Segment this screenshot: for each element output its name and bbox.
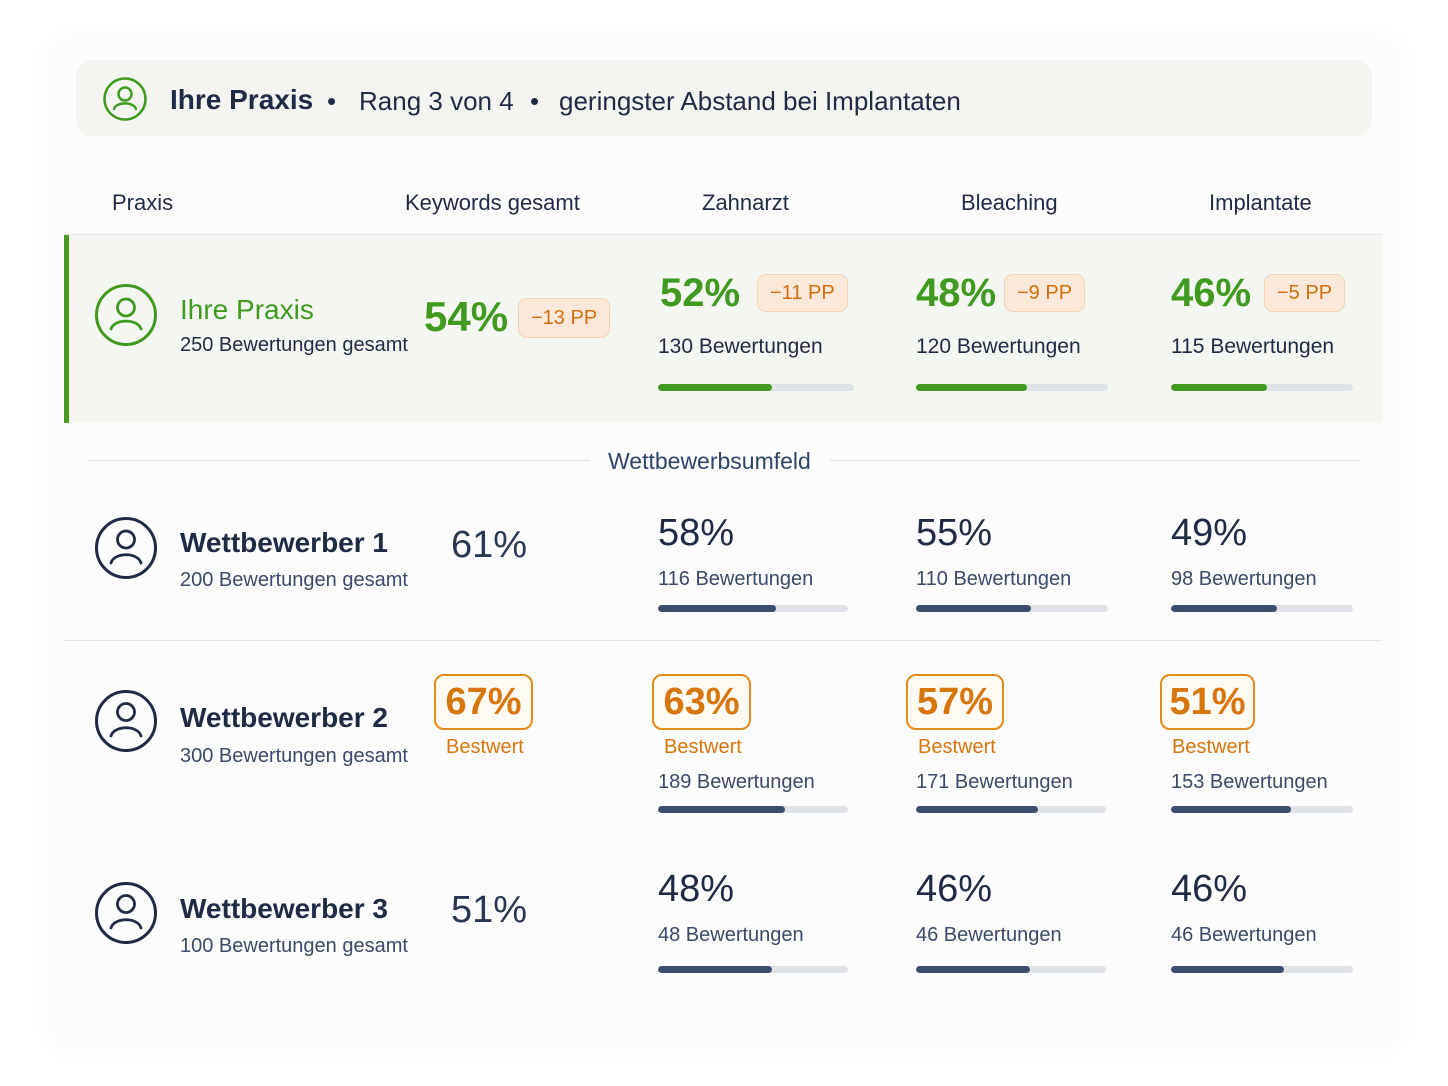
competitor-2-name: Wettbewerber 2 <box>180 702 388 733</box>
own-bleaching-gap-badge: −9 PP <box>1004 274 1086 312</box>
progress-fill <box>658 605 776 612</box>
competitor-1-bleaching-value: 55% <box>916 512 993 554</box>
competitor-1-implantate-progress-bar <box>1171 605 1353 612</box>
competitor-2-zahnarzt-progress-bar <box>658 806 848 813</box>
banner-note: geringster Abstand bei Implantaten <box>559 86 961 116</box>
progress-fill <box>1171 806 1292 813</box>
competitor-2-zahnarzt-best-value: 63% <box>652 674 751 730</box>
banner-rank: Rang 3 von 4 <box>359 86 514 116</box>
competitor-2-total-reviews: 300 Bewertungen gesamt <box>180 745 408 767</box>
competitor-1-implantate-value: 49% <box>1171 512 1248 554</box>
avatar-icon <box>94 514 158 582</box>
header-divider <box>64 234 1382 235</box>
progress-fill <box>658 966 772 973</box>
own-practice-name: Ihre Praxis <box>180 294 314 325</box>
competitor-2-bleaching-best-value: 57% <box>906 674 1004 730</box>
competitor-3-zahnarzt-reviews: 48 Bewertungen <box>658 924 804 946</box>
progress-fill <box>916 966 1030 973</box>
competitor-1-zahnarzt-reviews: 116 Bewertungen <box>658 568 814 590</box>
progress-fill <box>658 384 772 391</box>
column-header-zahnarzt[interactable]: Zahnarzt <box>702 190 789 215</box>
competitor-1-implantate-reviews: 98 Bewertungen <box>1171 568 1317 590</box>
progress-fill <box>658 806 786 813</box>
competitor-3-implantate-value: 46% <box>1171 868 1248 910</box>
own-zahnarzt-progress-bar <box>658 384 854 391</box>
own-practice-total-reviews: 250 Bewertungen gesamt <box>180 334 408 356</box>
competitor-3-total-reviews: 100 Bewertungen gesamt <box>180 935 408 957</box>
best-value-label: Bestwert <box>918 736 996 758</box>
own-practice-row[interactable] <box>64 235 1382 423</box>
progress-fill <box>916 384 1028 391</box>
banner-separator: • <box>530 86 540 116</box>
competitor-3-zahnarzt-progress-bar <box>658 966 848 973</box>
column-header-implantate[interactable]: Implantate <box>1209 190 1312 215</box>
competitor-2-keywords-best-value: 67% <box>434 674 533 730</box>
column-header-bleaching[interactable]: Bleaching <box>961 190 1058 215</box>
own-implantate-value: 46% <box>1171 271 1252 315</box>
own-zahnarzt-reviews: 130 Bewertungen <box>658 335 823 358</box>
competitor-3-zahnarzt-value: 48% <box>658 868 735 910</box>
own-keywords-gap-badge: −13 PP <box>518 298 611 338</box>
progress-fill <box>1171 966 1284 973</box>
competitor-2-bleaching-progress-bar <box>916 806 1106 813</box>
competitor-2-implantate-progress-bar <box>1171 806 1353 813</box>
progress-fill <box>916 605 1032 612</box>
competitor-3-bleaching-reviews: 46 Bewertungen <box>916 924 1062 946</box>
competitor-1-total-reviews: 200 Bewertungen gesamt <box>180 569 408 591</box>
competitor-1-zahnarzt-progress-bar <box>658 605 848 612</box>
section-divider-left <box>88 460 590 461</box>
own-practice-accent <box>64 235 69 423</box>
competitor-2-implantate-best-value: 51% <box>1160 674 1255 730</box>
best-value-label: Bestwert <box>664 736 742 758</box>
best-value-label: Bestwert <box>446 736 524 758</box>
competitor-3-implantate-progress-bar <box>1171 966 1353 973</box>
competitor-3-name: Wettbewerber 3 <box>180 893 388 924</box>
competitor-1-keywords-value: 61% <box>451 524 528 566</box>
comparison-card <box>52 40 1398 1046</box>
competitor-3-bleaching-value: 46% <box>916 868 993 910</box>
progress-fill <box>1171 384 1268 391</box>
competitor-2-bleaching-reviews: 171 Bewertungen <box>916 771 1073 793</box>
best-value-label: Bestwert <box>1172 736 1250 758</box>
competitor-1-bleaching-progress-bar <box>916 605 1108 612</box>
own-implantate-reviews: 115 Bewertungen <box>1171 335 1335 358</box>
competitor-2-implantate-reviews: 153 Bewertungen <box>1171 771 1328 793</box>
own-bleaching-progress-bar <box>916 384 1108 391</box>
section-label: Wettbewerbsumfeld <box>608 448 811 474</box>
competitor-2-zahnarzt-reviews: 189 Bewertungen <box>658 771 815 793</box>
row-divider <box>64 640 1382 641</box>
own-bleaching-value: 48% <box>916 271 997 315</box>
user-circle-icon <box>102 76 148 122</box>
competitor-3-keywords-value: 51% <box>451 889 528 931</box>
competitor-1-zahnarzt-value: 58% <box>658 512 735 554</box>
avatar-icon <box>94 686 158 756</box>
column-header-praxis[interactable]: Praxis <box>112 190 174 215</box>
competitor-3-bleaching-progress-bar <box>916 966 1106 973</box>
banner-title: Ihre Praxis <box>170 84 314 115</box>
competitor-3-implantate-reviews: 46 Bewertungen <box>1171 924 1317 946</box>
competitor-1-bleaching-reviews: 110 Bewertungen <box>916 568 1072 590</box>
own-implantate-gap-badge: −5 PP <box>1264 274 1346 312</box>
own-bleaching-reviews: 120 Bewertungen <box>916 335 1081 358</box>
avatar-icon <box>94 878 158 948</box>
avatar-icon <box>94 283 158 347</box>
own-zahnarzt-gap-badge: −11 PP <box>757 274 848 312</box>
section-divider-right <box>830 460 1360 461</box>
column-header-keywords[interactable]: Keywords gesamt <box>405 190 580 215</box>
own-implantate-progress-bar <box>1171 384 1353 391</box>
own-keywords-value: 54% <box>424 293 509 340</box>
competitor-1-name: Wettbewerber 1 <box>180 527 388 558</box>
summary-banner: Ihre Praxis <box>76 60 1372 136</box>
banner-separator: • <box>327 86 337 116</box>
progress-fill <box>1171 605 1277 612</box>
progress-fill <box>916 806 1038 813</box>
own-zahnarzt-value: 52% <box>660 271 741 315</box>
